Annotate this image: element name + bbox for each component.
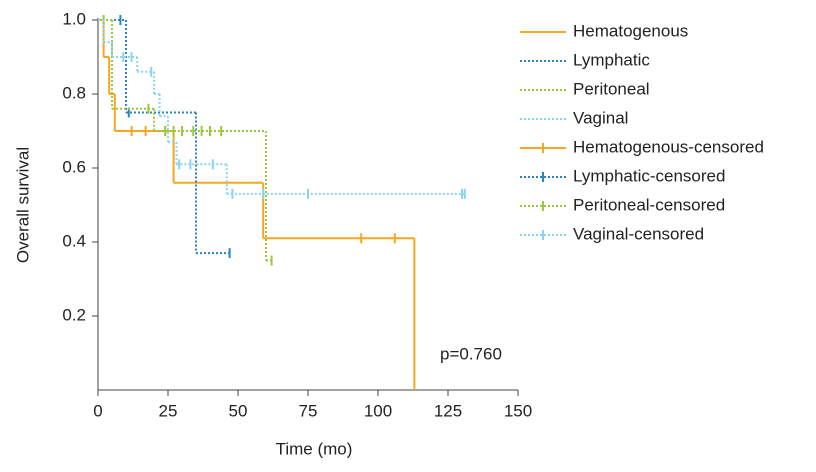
- x-tick-label: 0: [93, 401, 102, 420]
- y-tick-label: 0.8: [62, 83, 86, 102]
- x-tick-label: 100: [364, 401, 392, 420]
- legend-label: Lymphatic: [573, 50, 650, 69]
- annotation: p=0.760: [440, 344, 502, 363]
- legend-label: Vaginal-censored: [573, 224, 704, 243]
- y-tick-label: 0.2: [62, 305, 86, 324]
- x-axis-label: Time (mo): [276, 439, 353, 458]
- y-tick-label: 1.0: [62, 9, 86, 28]
- y-tick-label: 0.6: [62, 157, 86, 176]
- x-tick-label: 125: [434, 401, 462, 420]
- legend-label: Peritoneal: [573, 79, 650, 98]
- x-tick-label: 50: [229, 401, 248, 420]
- legend-label: Hematogenous: [573, 21, 688, 40]
- legend-label: Vaginal: [573, 108, 628, 127]
- y-axis-label: Overall survival: [13, 147, 32, 263]
- legend-label: Lymphatic-censored: [573, 166, 725, 185]
- x-tick-label: 75: [299, 401, 318, 420]
- legend-label: Peritoneal-censored: [573, 195, 725, 214]
- x-tick-label: 150: [504, 401, 532, 420]
- y-tick-label: 0.4: [62, 231, 86, 250]
- x-tick-label: 25: [159, 401, 178, 420]
- legend-label: Hematogenous-censored: [573, 137, 764, 156]
